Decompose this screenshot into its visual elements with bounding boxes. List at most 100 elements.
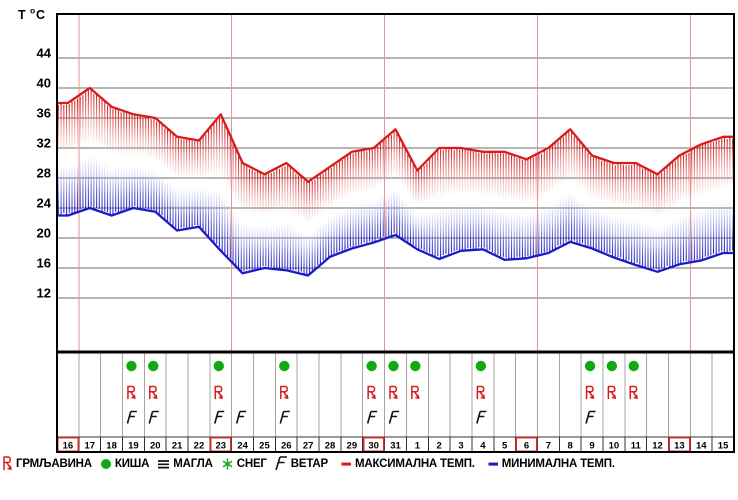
rain-icon bbox=[388, 360, 399, 372]
y-tick-label: 40 bbox=[37, 76, 51, 91]
thunder-icon bbox=[149, 385, 158, 400]
day-label: 29 bbox=[347, 441, 358, 452]
wind-icon bbox=[585, 410, 596, 424]
svg-text:T: T bbox=[18, 8, 26, 22]
thunder-icon bbox=[214, 385, 223, 400]
rain-icon bbox=[148, 360, 159, 372]
day-label: 22 bbox=[194, 441, 205, 452]
day-label: 7 bbox=[546, 441, 551, 452]
day-label: 1 bbox=[415, 441, 421, 452]
max-line-icon bbox=[341, 462, 352, 466]
legend-item-fog: МАГЛА bbox=[157, 457, 213, 471]
day-label: 25 bbox=[259, 441, 270, 452]
max-temp-line bbox=[57, 86, 734, 183]
day-label: 3 bbox=[458, 441, 463, 452]
day-number-row: 16 17 18 19 20 21 22 23 24 25 26 27 28 29 30 31 1 2 3 4 5 6 7 8… bbox=[57, 436, 734, 452]
wind-icon bbox=[388, 410, 399, 424]
day-label: 24 bbox=[237, 441, 248, 452]
temperature-range-hatch bbox=[57, 89, 734, 275]
day-label: 9 bbox=[589, 441, 594, 452]
min-temp-line bbox=[57, 206, 734, 277]
day-label: 14 bbox=[696, 441, 707, 452]
legend-label: ГРМЉАВИНА bbox=[16, 457, 92, 470]
day-label: 6 bbox=[524, 441, 529, 452]
rain-icon bbox=[628, 360, 639, 372]
legend-item-max-temp: МАКСИМАЛНА ТЕМП. bbox=[341, 458, 475, 470]
thunder-icon bbox=[367, 385, 376, 400]
svg-text:C: C bbox=[36, 8, 45, 22]
wind-icon bbox=[274, 456, 287, 471]
y-tick-label: 44 bbox=[37, 46, 52, 61]
legend-label: СНЕГ bbox=[236, 457, 267, 470]
rain-icon bbox=[584, 360, 596, 372]
rain-icon bbox=[410, 360, 421, 372]
weather-icon-band bbox=[78, 353, 713, 437]
day-label: 23 bbox=[216, 441, 227, 452]
wind-icon bbox=[279, 410, 290, 424]
y-tick-label: 28 bbox=[37, 166, 51, 181]
day-label: 4 bbox=[480, 441, 486, 452]
thunder-icon bbox=[127, 385, 136, 400]
day-label: 20 bbox=[150, 441, 161, 452]
day-label: 21 bbox=[172, 441, 183, 452]
wind-icon bbox=[148, 410, 159, 424]
thunder-icon bbox=[607, 385, 617, 400]
day-label: 28 bbox=[325, 441, 336, 452]
rain-icon bbox=[100, 458, 111, 469]
thunder-icon bbox=[585, 385, 595, 400]
day-label: 30 bbox=[368, 441, 379, 452]
y-tick-label: 32 bbox=[37, 136, 51, 151]
wind-icon bbox=[126, 410, 137, 424]
day-label: 11 bbox=[631, 441, 642, 452]
day-label: 13 bbox=[674, 441, 685, 452]
legend-item-min-temp: МИНИМАЛНА ТЕМП. bbox=[488, 458, 615, 470]
thunder-icon bbox=[389, 385, 398, 400]
day-label: 10 bbox=[609, 441, 620, 452]
day-label: 5 bbox=[502, 441, 508, 452]
y-tick-label: 20 bbox=[37, 226, 51, 241]
legend-item-thunder: ГРМЉАВИНА bbox=[3, 456, 92, 471]
thunder-icon bbox=[3, 456, 12, 471]
day-label: 2 bbox=[437, 441, 442, 452]
day-label: 19 bbox=[128, 441, 139, 452]
rain-icon bbox=[606, 360, 618, 372]
rain-icon bbox=[475, 360, 487, 372]
min-line-icon bbox=[488, 462, 498, 466]
day-label: 18 bbox=[106, 441, 117, 452]
legend-item-snow: СНЕГ bbox=[221, 457, 267, 471]
day-label: 12 bbox=[652, 441, 663, 452]
legend-label: МАКСИМАЛНА ТЕМП. bbox=[355, 457, 475, 470]
thunder-icon bbox=[411, 385, 420, 400]
day-label: 16 bbox=[63, 441, 74, 452]
rain-icon bbox=[366, 360, 377, 372]
snow-icon bbox=[222, 458, 233, 469]
legend-label: МИНИМАЛНА ТЕМП. bbox=[501, 457, 615, 470]
legend-label: МАГЛА bbox=[173, 457, 213, 470]
day-label: 8 bbox=[568, 441, 573, 452]
legend-item-rain: КИША bbox=[100, 457, 149, 471]
wind-icon bbox=[214, 410, 225, 424]
y-tick-label: 16 bbox=[37, 256, 51, 271]
y-tick-label: 36 bbox=[37, 106, 51, 121]
legend-label: КИША bbox=[114, 457, 150, 470]
thunder-icon bbox=[280, 385, 289, 400]
chart-frame bbox=[56, 13, 735, 454]
day-label: 15 bbox=[718, 441, 729, 452]
legend-label: ВЕТАР bbox=[290, 457, 329, 470]
y-tick-label: 12 bbox=[37, 286, 51, 301]
rain-icon bbox=[279, 360, 290, 372]
fog-icon bbox=[158, 459, 170, 468]
day-label: 17 bbox=[84, 441, 95, 452]
day-label: 31 bbox=[390, 441, 401, 452]
legend-item-wind: ВЕТАР bbox=[274, 456, 329, 471]
rain-icon bbox=[213, 360, 224, 372]
wind-icon bbox=[366, 410, 378, 424]
wind-icon bbox=[476, 410, 487, 424]
svg-text:o: o bbox=[30, 6, 35, 16]
day-label: 26 bbox=[281, 441, 292, 452]
weather-icons bbox=[126, 360, 639, 424]
y-grid bbox=[57, 57, 734, 299]
